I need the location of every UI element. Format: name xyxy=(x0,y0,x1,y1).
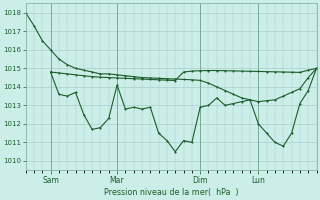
X-axis label: Pression niveau de la mer(  hPa  ): Pression niveau de la mer( hPa ) xyxy=(104,188,238,197)
